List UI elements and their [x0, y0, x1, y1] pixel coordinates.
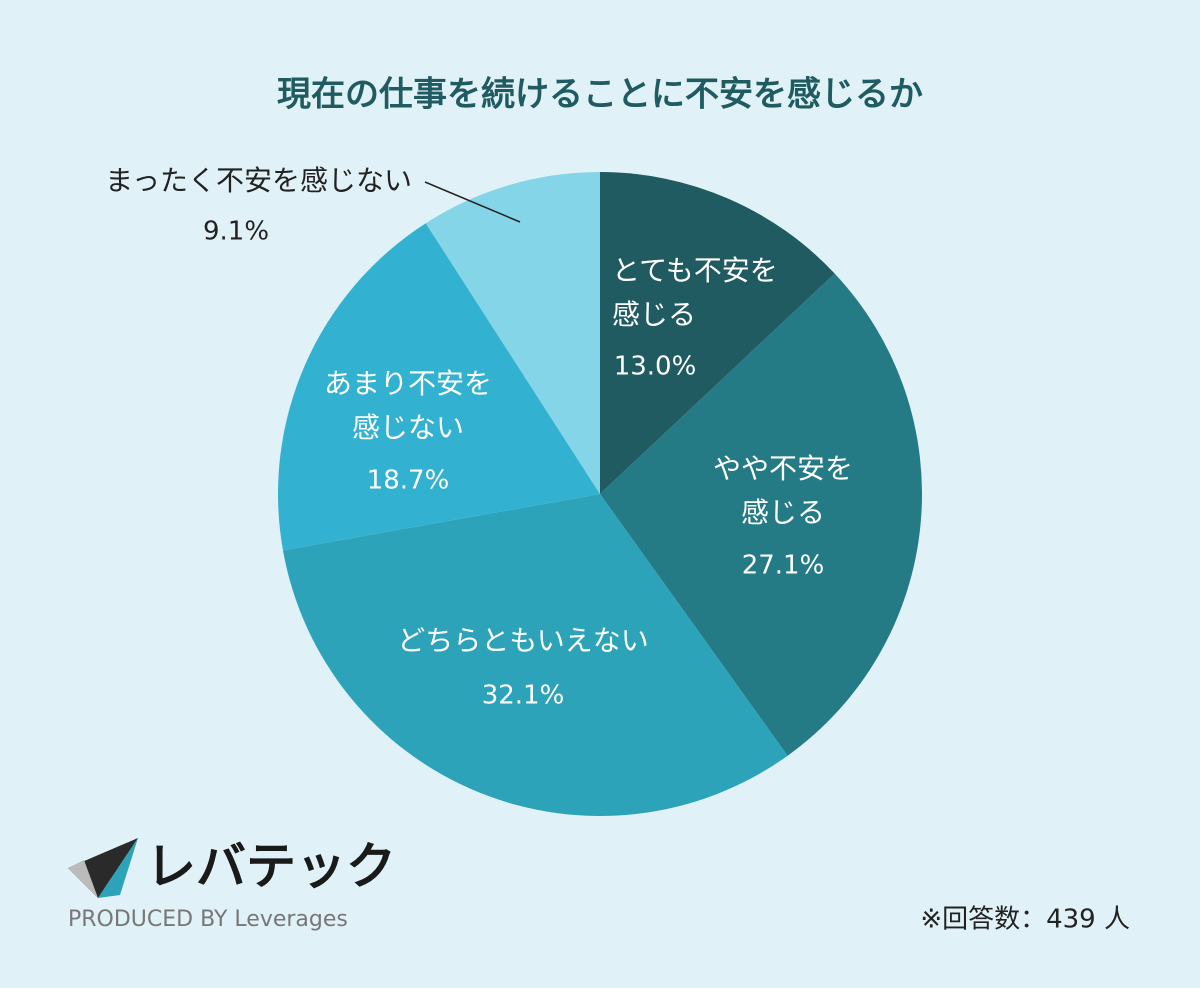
pie-slice — [425, 172, 600, 494]
pie-slice — [282, 494, 788, 816]
pie-slice — [600, 273, 922, 756]
pie-slice — [277, 223, 600, 551]
slice-label: どちらともいえない — [397, 624, 648, 657]
value-label: 32.1% — [482, 681, 565, 711]
pie — [277, 172, 922, 816]
slice-label: あまり不安を感じない — [324, 367, 492, 444]
slice-label: やや不安を感じる — [713, 452, 853, 529]
slice-label: とても不安を感じる — [612, 254, 778, 331]
slice-label: まったく不安を感じない — [105, 164, 412, 197]
logo-mark — [98, 838, 138, 898]
value-label: 18.7% — [367, 466, 450, 496]
value-label: 9.1% — [203, 217, 269, 247]
logo-mark — [68, 860, 98, 898]
leader-line — [424, 181, 521, 223]
note: ※回答数：439 人 — [920, 905, 1130, 935]
value-label: 13.0% — [614, 352, 697, 382]
chart-title: 現在の仕事を続けることに不安を感じるか — [277, 75, 923, 115]
pie-slice — [600, 172, 835, 494]
value-label: 27.1% — [742, 551, 825, 581]
brand-name: レバテック — [146, 838, 396, 896]
brand-sub: PRODUCED BY Leverages — [68, 907, 348, 932]
